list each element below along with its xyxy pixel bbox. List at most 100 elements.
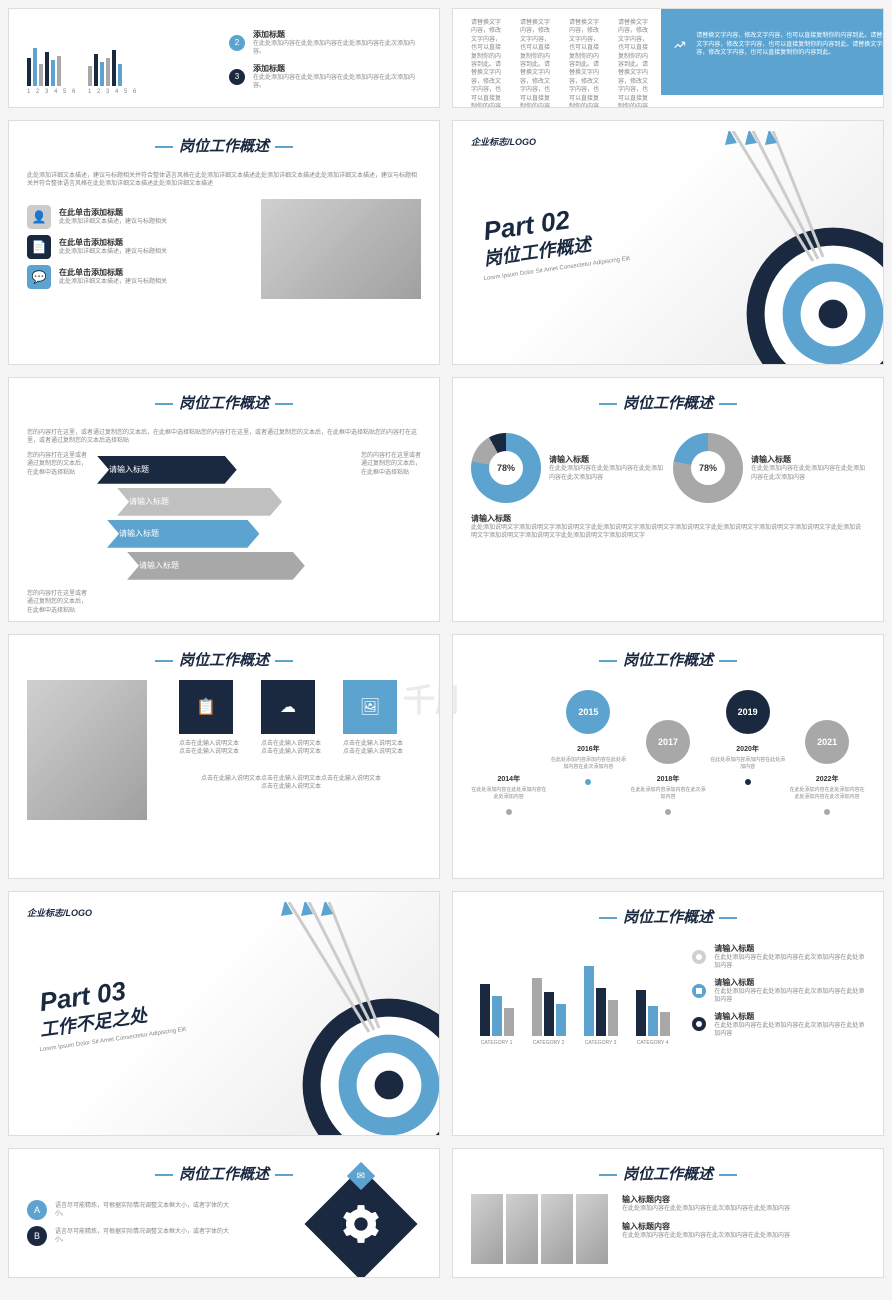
d1-title: 请输入标题 xyxy=(549,454,663,465)
title: 岗位工作概述 xyxy=(179,135,269,156)
doc-icon: 📄 xyxy=(27,235,51,259)
item3-title: 在此单击添加标题 xyxy=(59,267,167,278)
pill-b: B xyxy=(27,1226,47,1246)
sq1-desc: 点击在此输入说明文本点击在此输入说明文本 xyxy=(179,740,239,757)
num-2: 2 xyxy=(229,35,245,51)
d2-desc: 在此处添加内容在此处添加内容在此处添加内容在此次添加内容 xyxy=(751,465,865,482)
timeline-item: 20192020年在此处添加内容添加内容在此处添加内容 xyxy=(710,690,786,785)
desc-2: 在此处添加内容在此处添加内容在此处添加内容在此次添加内容。 xyxy=(253,40,421,57)
bar-set-2: 123456 xyxy=(88,46,137,96)
strip-3 xyxy=(541,1194,573,1264)
slide-3: 岗位工作概述 此处添加详细文本描述，建议与标题相关并符合整体语言风格在此处添加详… xyxy=(8,120,440,365)
arr2: 请输入标题 xyxy=(117,488,282,516)
cat-group: CATEGORY 3 xyxy=(584,946,618,1047)
side-r: 您的内容打在这里或者通过复制您的文本后，在此框中选择粘贴 xyxy=(361,452,421,584)
d2-title: 请输入标题 xyxy=(751,454,865,465)
text-col-2: 请替换文字内容，修改文字内容，也可以直接复制你的内容到此。请替换文字内容，修改文… xyxy=(520,19,553,108)
title: 岗位工作概述 xyxy=(623,906,713,927)
panel-text: 请替换文字内容，修改文字内容，也可以直接复制你的内容到此。请替换文字内容，修改文… xyxy=(696,32,884,57)
watermark: 千库网588ku.com xyxy=(452,675,459,737)
pill-b-text: 语言尽可能精炼，可根据实际情况调整文本框大小，或者字体的大小。 xyxy=(55,1228,238,1245)
item3-desc: 此处添加详细文本描述，建议与标题相关 xyxy=(59,278,167,286)
bullet-icon-3 xyxy=(692,1017,706,1031)
item1-desc: 此处添加详细文本描述，建议与标题相关 xyxy=(59,218,167,226)
donut-2: 78% xyxy=(673,433,743,503)
r2-title: 请输入标题 xyxy=(714,977,865,988)
arr4: 请输入标题 xyxy=(127,552,305,580)
item1-title: 在此单击添加标题 xyxy=(59,207,167,218)
add-title-2: 添加标题 xyxy=(253,29,421,40)
arrows-icon xyxy=(279,902,399,1042)
slide-6: 岗位工作概述 78% 请输入标题在此处添加内容在此处添加内容在此处添加内容在此次… xyxy=(452,377,884,622)
bottom-desc: 此处添加说明文字添加说明文字添加说明文字此处添加说明文字添加说明文字添加说明文字… xyxy=(471,524,865,541)
r3-title: 请输入标题 xyxy=(714,1011,865,1022)
r2-desc: 在此处添加内容在此处添加内容在此次添加内容在此处添加内容 xyxy=(714,988,865,1005)
strip-1 xyxy=(471,1194,503,1264)
sq-doc-icon: 📋 xyxy=(179,680,233,734)
text-col-1: 请替换文字内容，修改文字内容，也可以直接复制你的内容到此。请替换文字内容，修改文… xyxy=(471,19,504,108)
donut-1: 78% xyxy=(471,433,541,503)
slide-7: 岗位工作概述 📋点击在此输入说明文本点击在此输入说明文本 ☁点击在此输入说明文本… xyxy=(8,634,440,879)
slide-8: 岗位工作概述 2014年在此处添加内容在此处添加内容在此处添加内容2015201… xyxy=(452,634,884,879)
title: 岗位工作概述 xyxy=(179,392,269,413)
text-col-4: 请替换文字内容，修改文字内容，也可以直接复制你的内容到此。请替换文字内容，修改文… xyxy=(618,19,651,108)
timeline-item: 20212022年在此处添加内容在此处添加内容在此处添加内容在此次添加内容 xyxy=(789,690,865,815)
side-l: 您的内容打在这里或者通过复制您的文本后，在此框中选择粘贴 xyxy=(27,452,87,584)
item2-title: 在此单击添加标题 xyxy=(59,237,167,248)
slide-12: 岗位工作概述 输入标题内容 在此处添加内容在此处添加内容在此次添加内容在此处添加… xyxy=(452,1148,884,1278)
arr3: 请输入标题 xyxy=(107,520,259,548)
title: 岗位工作概述 xyxy=(623,649,713,670)
r1-desc: 在此处添加内容在此处添加内容在此次添加内容在此处添加内容 xyxy=(714,954,865,971)
title: 岗位工作概述 xyxy=(179,1163,269,1184)
bar-set-1: 123456 xyxy=(27,46,76,96)
strip-4 xyxy=(576,1194,608,1264)
sq-cloud-icon: ☁ xyxy=(261,680,315,734)
sq2-desc: 点击在此输入说明文本点击在此输入说明文本 xyxy=(261,740,321,757)
r3-desc: 在此处添加内容在此处添加内容在此次添加内容在此处添加内容 xyxy=(714,1022,865,1039)
c1-desc: 在此处添加内容在此处添加内容在此次添加内容在此处添加内容 xyxy=(622,1205,865,1213)
timeline-item: 2014年在此处添加内容在此处添加内容在此处添加内容 xyxy=(471,690,547,815)
photo-meeting xyxy=(261,199,421,299)
bottom-text: 点击在此输入说明文本点击在此输入说明文本点击在此输入说明文本 点击在此输入说明文… xyxy=(161,775,421,792)
c2-desc: 在此处添加内容在此处添加内容在此次添加内容在此处添加内容 xyxy=(622,1232,865,1240)
pill-a: A xyxy=(27,1200,47,1220)
chart-up-icon xyxy=(673,27,686,63)
title: 岗位工作概述 xyxy=(623,1163,713,1184)
slide-10: 岗位工作概述 CATEGORY 1CATEGORY 2CATEGORY 3CAT… xyxy=(452,891,884,1136)
d1-desc: 在此处添加内容在此处添加内容在此处添加内容在此次添加内容 xyxy=(549,465,663,482)
c1-title: 输入标题内容 xyxy=(622,1194,865,1205)
bullet-icon-1 xyxy=(692,950,706,964)
slide-11: 岗位工作概述 A语言尽可能精炼，可根据实际情况调整文本框大小，或者字体的大小。 … xyxy=(8,1148,440,1278)
logo: 企业标志/LOGO xyxy=(27,906,92,919)
logo: 企业标志/LOGO xyxy=(471,135,536,148)
bottom-l: 您的内容打在这里或者通过复制您的文本后，在此框中选择粘贴 xyxy=(27,590,87,615)
cat-group: CATEGORY 2 xyxy=(532,946,566,1047)
pill-a-text: 语言尽可能精炼，可根据实际情况调整文本框大小，或者字体的大小。 xyxy=(55,1202,238,1219)
bottom-title: 请输入标题 xyxy=(471,513,865,524)
cat-group: CATEGORY 4 xyxy=(636,946,670,1047)
blue-panel: 请替换文字内容，修改文字内容，也可以直接复制你的内容到此。请替换文字内容，修改文… xyxy=(661,8,884,95)
text-col-3: 请替换文字内容，修改文字内容，也可以直接复制你的内容到此。请替换文字内容，修改文… xyxy=(569,19,602,108)
slide-part02: 企业标志/LOGO Part 02 岗位工作概述 Lorem Ipsum Dol… xyxy=(452,120,884,365)
slide-part03: 企业标志/LOGO Part 03 工作不足之处 Lorem Ipsum Dol… xyxy=(8,891,440,1136)
slide-5: 岗位工作概述 您的内容打在这里，或者通过复制您的文本后，在此框中选择粘贴您的内容… xyxy=(8,377,440,622)
item2-desc: 此处添加详细文本描述，建议与标题相关 xyxy=(59,248,167,256)
chat-icon: 💬 xyxy=(27,265,51,289)
strip-2 xyxy=(506,1194,538,1264)
add-title-3: 添加标题 xyxy=(253,63,421,74)
sq3-desc: 点击在此输入说明文本点击在此输入说明文本 xyxy=(343,740,403,757)
num-3: 3 xyxy=(229,69,245,85)
c2-title: 输入标题内容 xyxy=(622,1221,865,1232)
sq-img-icon: 🖼 xyxy=(343,680,397,734)
gear-icon xyxy=(341,1204,381,1244)
intro: 此处添加详细文本描述，建议与标题相关并符合整体语言风格在此处添加详细文本描述此处… xyxy=(27,172,421,189)
photo-laptop xyxy=(27,680,147,820)
user-icon: 👤 xyxy=(27,205,51,229)
title: 岗位工作概述 xyxy=(623,392,713,413)
arrows-icon xyxy=(723,131,843,271)
slide-1: 123456 123456 2添加标题在此处添加内容在此处添加内容在此处添加内容… xyxy=(8,8,440,108)
slides-grid: 123456 123456 2添加标题在此处添加内容在此处添加内容在此处添加内容… xyxy=(0,0,892,1286)
slide-2: 请替换文字内容，修改文字内容，也可以直接复制你的内容到此。请替换文字内容，修改文… xyxy=(452,8,884,108)
bullet-icon-2 xyxy=(692,984,706,998)
intro: 您的内容打在这里，或者通过复制您的文本后，在此框中选择粘贴您的内容打在这里，或者… xyxy=(27,429,421,446)
